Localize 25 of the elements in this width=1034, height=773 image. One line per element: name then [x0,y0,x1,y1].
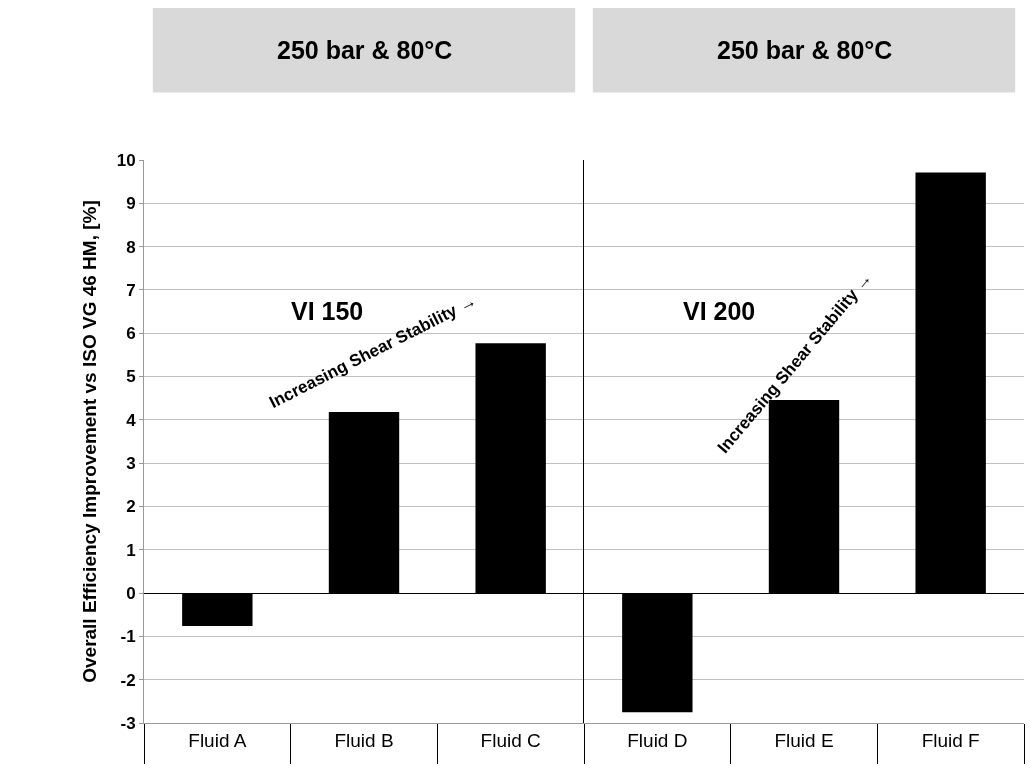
x-tick-label: Fluid E [774,729,834,751]
x-tick-label: Fluid B [334,729,394,751]
y-axis-title: Overall Efficiency Improvement vs ISO VG 46 HM, [%] [78,200,100,683]
y-tick-label: 7 [126,280,136,300]
y-tick-label: 5 [126,367,136,387]
x-tick-label: Fluid A [188,729,247,751]
chart-title: 250 bar & 80°C [277,36,453,64]
y-tick-label: 2 [126,497,136,517]
y-tick-label: 0 [126,584,136,604]
x-tick-label: Fluid C [480,729,541,751]
annotation: VI 200 [683,297,756,325]
y-tick-label: 4 [126,410,137,430]
annotation: VI 150 [291,297,364,325]
y-tick-label: -1 [120,627,136,647]
y-tick-label: -3 [120,713,136,733]
y-tick-label: -2 [120,670,136,690]
x-tick-label: Fluid F [921,729,980,751]
chart-title: 250 bar & 80°C [717,36,893,64]
y-tick-label: 8 [126,237,136,257]
y-tick-label: 10 [116,150,136,170]
y-tick-label: 6 [126,324,136,344]
x-tick-label: Fluid D [627,729,688,751]
y-tick-label: 3 [126,454,136,474]
y-tick-label: 1 [126,540,136,560]
y-tick-label: 9 [126,194,136,214]
